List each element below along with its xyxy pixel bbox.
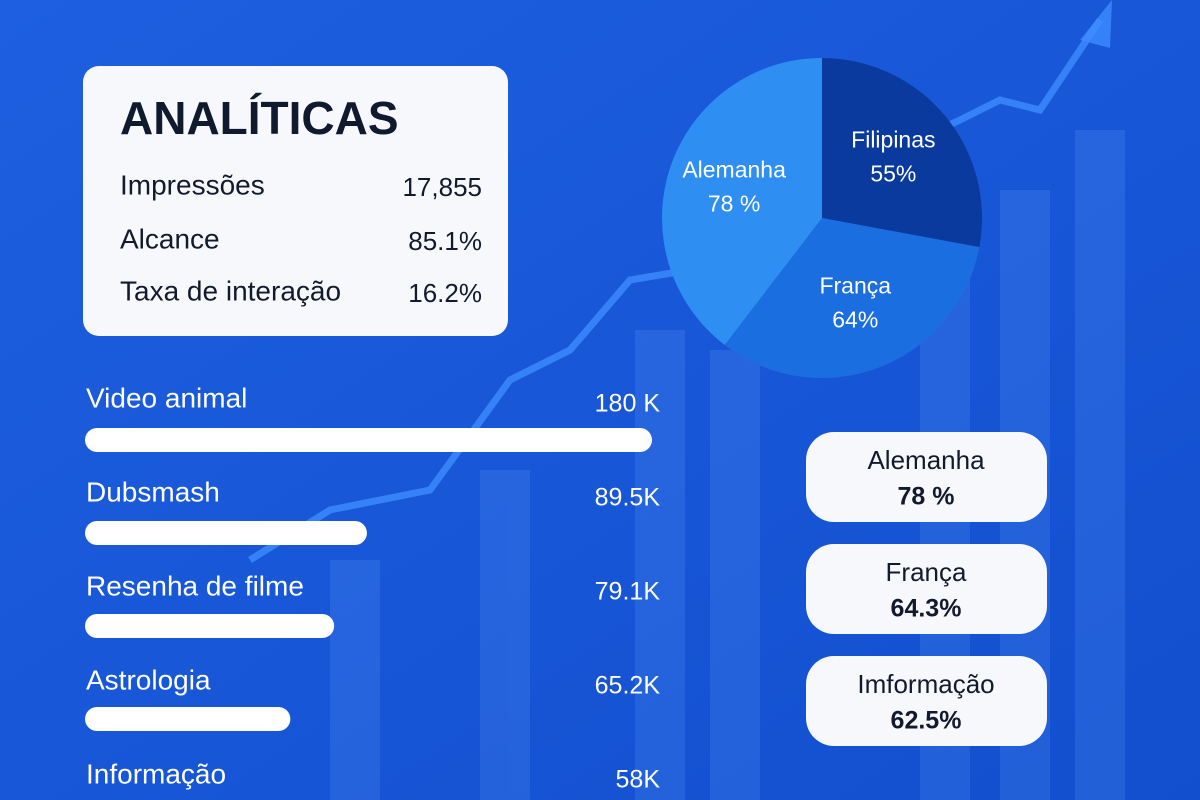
bar-value: 89.5K xyxy=(595,484,661,512)
metric-label: Alcance xyxy=(120,223,220,254)
slice-name: França xyxy=(819,273,891,299)
pill-label: Alemanha xyxy=(867,445,985,475)
metric-value: 17,855 xyxy=(402,172,482,202)
bar xyxy=(85,428,652,452)
bar-label: Astrologia xyxy=(86,664,211,695)
bar-label: Informação xyxy=(86,758,226,789)
bar xyxy=(85,614,335,638)
pill xyxy=(806,544,1047,634)
bar xyxy=(85,707,291,731)
slice-value: 55% xyxy=(870,161,916,187)
header-card: ANALÍTICAS xyxy=(83,66,508,336)
card xyxy=(83,66,508,336)
pill-value: 62.5% xyxy=(891,707,962,735)
pill-label: Imformação xyxy=(857,669,994,699)
slice-value: 78 % xyxy=(708,190,760,216)
pie-slice xyxy=(662,57,822,346)
bar-value: 58K xyxy=(616,766,661,794)
slice-name: Filipinas xyxy=(851,127,935,153)
metric-label: Taxa de interação xyxy=(120,275,341,306)
pill xyxy=(806,656,1047,746)
bar-value: 65.2K xyxy=(595,672,661,700)
bar-label: Resenha de filme xyxy=(86,570,304,601)
bar-value: 180 K xyxy=(595,390,661,418)
bar xyxy=(85,521,367,545)
pill-label: França xyxy=(886,557,967,587)
decor-bars xyxy=(330,130,1125,800)
title: ANALÍTICAS xyxy=(120,92,399,144)
pill-value: 78 % xyxy=(898,483,955,511)
slice-name: Alemanha xyxy=(682,156,786,182)
metric-value: 85.1% xyxy=(408,226,482,256)
slice-value: 64% xyxy=(832,307,878,333)
bar-label: Video animal xyxy=(86,382,247,413)
metric-label: Impressões xyxy=(120,169,265,200)
pie-slice xyxy=(822,58,982,248)
pie-slice xyxy=(724,218,980,378)
pill-value: 64.3% xyxy=(891,595,962,623)
metric-value: 16.2% xyxy=(408,278,482,308)
trend-arrow xyxy=(1080,0,1112,48)
pill xyxy=(806,432,1047,522)
bar-value: 79.1K xyxy=(595,578,661,606)
bar-label: Dubsmash xyxy=(86,476,220,507)
